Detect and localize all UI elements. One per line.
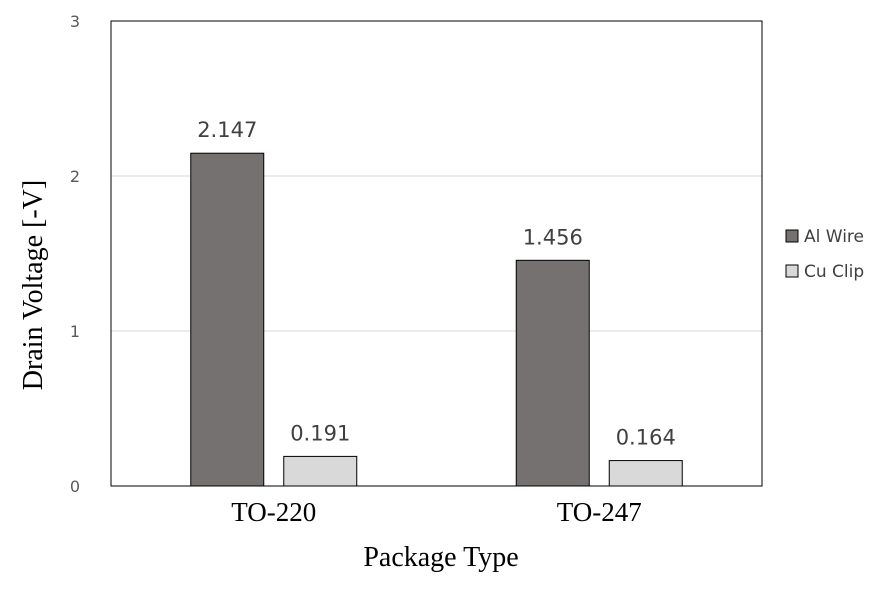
plot-area-border <box>110 20 763 487</box>
data-label: 1.456 <box>523 225 583 249</box>
legend-swatch <box>785 229 799 243</box>
x-category-label: TO-220 <box>231 497 316 527</box>
legend-label: Cu Clip <box>804 262 864 282</box>
x-axis-categories: TO-220 TO-247 <box>231 497 642 527</box>
y-tick-label: 0 <box>70 477 80 496</box>
bar-al-wire <box>190 152 265 487</box>
bar-cu-clip <box>608 460 683 487</box>
legend-label: Al Wire <box>804 227 864 247</box>
data-label: 0.191 <box>290 421 350 445</box>
y-tick-label: 2 <box>70 167 80 186</box>
legend: Al Wire Cu Clip <box>785 227 864 282</box>
bar-cu-clip <box>283 455 358 487</box>
data-label: 0.164 <box>616 426 676 450</box>
bar-al-wire <box>515 259 590 487</box>
bars <box>190 152 683 487</box>
legend-swatch <box>785 264 799 278</box>
data-labels: 2.147 0.191 1.456 0.164 <box>197 118 676 449</box>
y-axis-ticks: 0 1 2 3 <box>70 12 80 496</box>
y-axis-title: Drain Voltage [-V] <box>18 180 49 390</box>
x-category-label: TO-247 <box>557 497 642 527</box>
data-label: 2.147 <box>197 118 257 142</box>
y-tick-label: 1 <box>70 322 80 341</box>
y-tick-label: 3 <box>70 12 80 31</box>
x-axis-title: Package Type <box>363 542 518 573</box>
